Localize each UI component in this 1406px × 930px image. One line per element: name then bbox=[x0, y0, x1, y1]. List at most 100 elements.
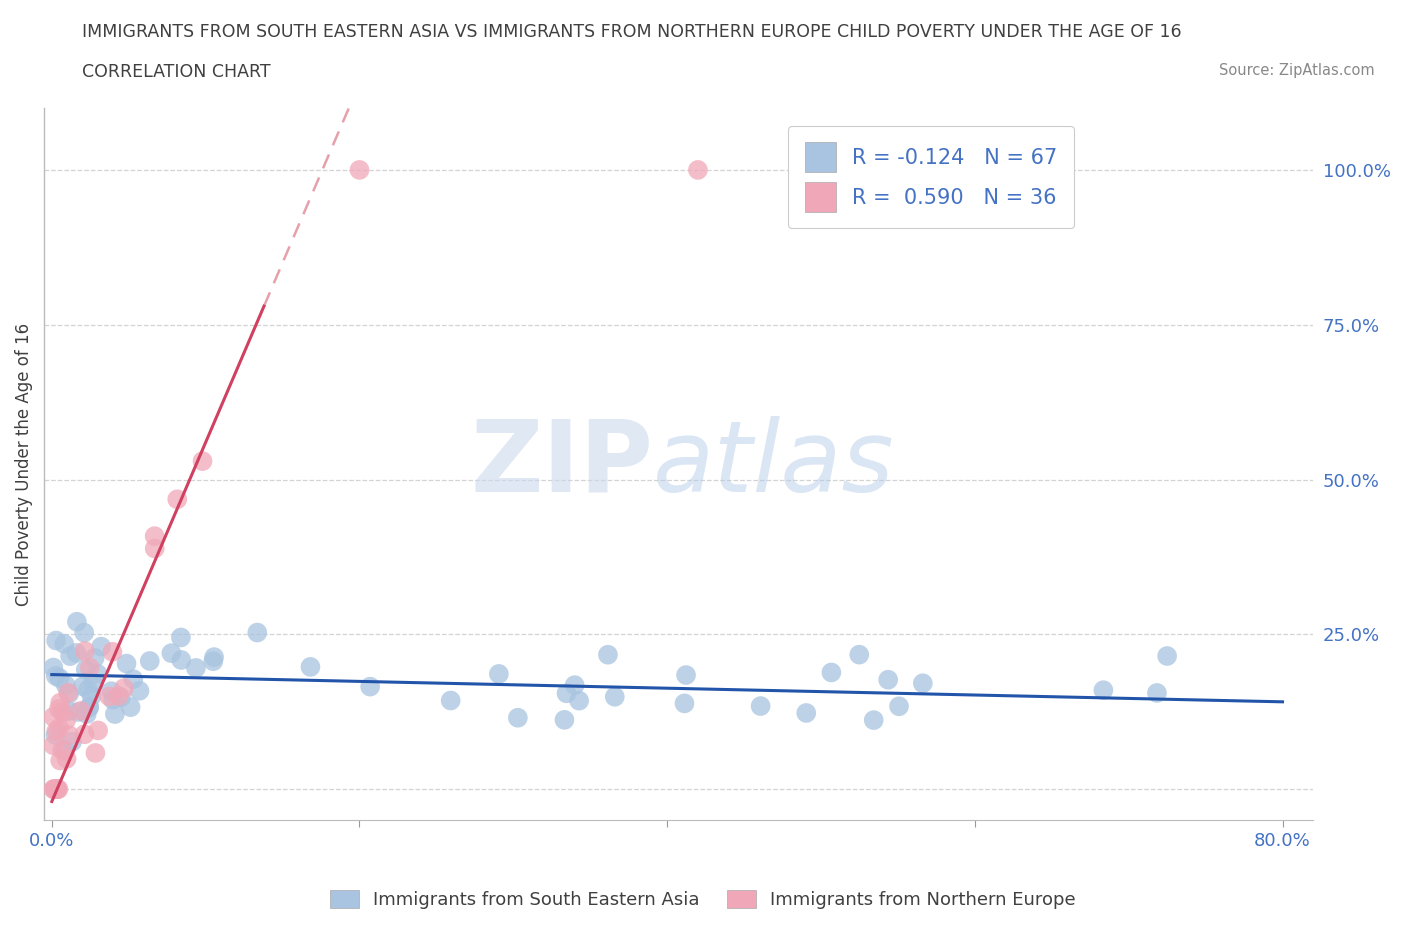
Point bbox=[48, 721, 70, 736]
Point bbox=[101, 644, 124, 659]
Point bbox=[87, 723, 110, 737]
Point bbox=[100, 684, 122, 698]
Point bbox=[673, 696, 696, 711]
Point bbox=[55, 678, 77, 693]
Point bbox=[749, 698, 772, 713]
Point bbox=[42, 710, 65, 724]
Point bbox=[83, 650, 105, 665]
Point bbox=[55, 712, 77, 727]
Point bbox=[77, 682, 100, 697]
Point bbox=[246, 625, 269, 640]
Point bbox=[42, 782, 65, 797]
Point bbox=[46, 782, 69, 797]
Point bbox=[112, 681, 135, 696]
Point bbox=[104, 707, 127, 722]
Point bbox=[76, 707, 98, 722]
Point bbox=[65, 645, 87, 660]
Point bbox=[55, 751, 77, 766]
Point bbox=[107, 688, 129, 703]
Point bbox=[166, 492, 188, 507]
Point bbox=[506, 711, 529, 725]
Point bbox=[73, 644, 96, 658]
Point bbox=[98, 689, 121, 704]
Point bbox=[794, 706, 817, 721]
Legend: R = -0.124   N = 67, R =  0.590   N = 36: R = -0.124 N = 67, R = 0.590 N = 36 bbox=[787, 126, 1074, 228]
Point bbox=[73, 727, 96, 742]
Point bbox=[52, 705, 75, 720]
Point bbox=[110, 690, 132, 705]
Point bbox=[143, 541, 166, 556]
Point bbox=[84, 746, 107, 761]
Point bbox=[115, 657, 138, 671]
Point bbox=[48, 671, 70, 685]
Point bbox=[59, 649, 82, 664]
Point bbox=[48, 782, 70, 797]
Point bbox=[568, 693, 591, 708]
Text: IMMIGRANTS FROM SOUTH EASTERN ASIA VS IMMIGRANTS FROM NORTHERN EUROPE CHILD POVE: IMMIGRANTS FROM SOUTH EASTERN ASIA VS IM… bbox=[82, 23, 1181, 41]
Point bbox=[349, 163, 371, 178]
Point bbox=[42, 660, 65, 675]
Text: Source: ZipAtlas.com: Source: ZipAtlas.com bbox=[1219, 63, 1375, 78]
Point bbox=[564, 678, 586, 693]
Point bbox=[887, 698, 910, 713]
Point bbox=[848, 647, 870, 662]
Point bbox=[170, 653, 193, 668]
Point bbox=[299, 659, 322, 674]
Text: atlas: atlas bbox=[654, 416, 896, 512]
Point bbox=[58, 728, 80, 743]
Point bbox=[603, 689, 626, 704]
Point bbox=[128, 684, 150, 698]
Point bbox=[686, 163, 709, 178]
Point bbox=[143, 528, 166, 543]
Point bbox=[359, 679, 381, 694]
Point bbox=[82, 675, 104, 690]
Point bbox=[45, 669, 67, 684]
Point bbox=[101, 693, 124, 708]
Point bbox=[53, 742, 76, 757]
Point bbox=[440, 693, 463, 708]
Point bbox=[820, 665, 842, 680]
Point bbox=[51, 743, 73, 758]
Point bbox=[53, 636, 76, 651]
Point bbox=[49, 696, 72, 711]
Point bbox=[58, 685, 80, 700]
Point bbox=[488, 667, 510, 682]
Point bbox=[45, 724, 67, 738]
Point bbox=[60, 735, 83, 750]
Y-axis label: Child Poverty Under the Age of 16: Child Poverty Under the Age of 16 bbox=[15, 323, 32, 605]
Point bbox=[77, 699, 100, 714]
Point bbox=[66, 615, 89, 630]
Point bbox=[48, 701, 70, 716]
Point bbox=[45, 782, 67, 797]
Point bbox=[120, 699, 142, 714]
Point bbox=[86, 667, 108, 682]
Point bbox=[877, 672, 900, 687]
Point bbox=[77, 700, 100, 715]
Point bbox=[79, 660, 101, 675]
Point bbox=[1146, 685, 1168, 700]
Point bbox=[66, 705, 89, 720]
Point bbox=[596, 647, 619, 662]
Point bbox=[1092, 683, 1115, 698]
Point bbox=[1156, 648, 1178, 663]
Point bbox=[555, 686, 578, 701]
Point bbox=[90, 639, 112, 654]
Point bbox=[44, 782, 66, 797]
Point bbox=[160, 645, 183, 660]
Point bbox=[122, 671, 145, 686]
Point bbox=[49, 753, 72, 768]
Point bbox=[58, 704, 80, 719]
Point bbox=[184, 660, 207, 675]
Point bbox=[70, 703, 93, 718]
Point bbox=[73, 625, 96, 640]
Point bbox=[170, 630, 193, 644]
Point bbox=[202, 650, 225, 665]
Legend: Immigrants from South Eastern Asia, Immigrants from Northern Europe: Immigrants from South Eastern Asia, Immi… bbox=[323, 883, 1083, 916]
Point bbox=[58, 686, 80, 701]
Point bbox=[75, 662, 97, 677]
Point bbox=[45, 633, 67, 648]
Point bbox=[553, 712, 575, 727]
Point bbox=[72, 679, 94, 694]
Point bbox=[862, 712, 884, 727]
Point bbox=[202, 654, 225, 669]
